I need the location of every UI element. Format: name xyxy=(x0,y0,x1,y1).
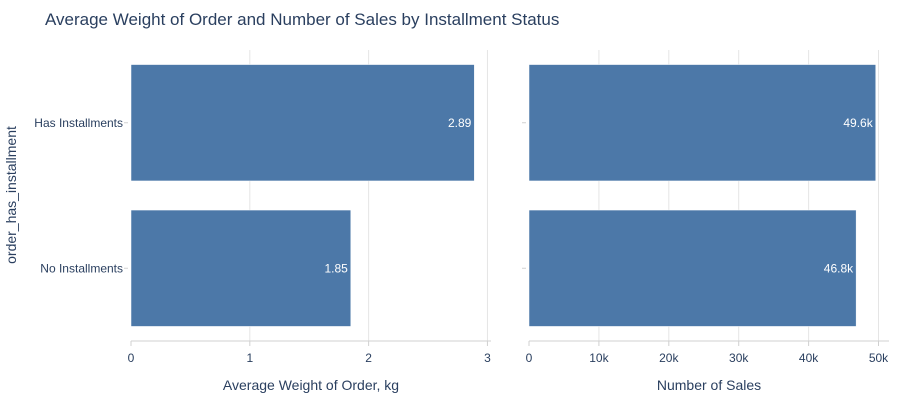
bar-1-1[interactable] xyxy=(528,209,857,327)
x-tick-label-0-3: 3 xyxy=(484,351,491,365)
y-axis-title: order_has_installment xyxy=(3,126,19,264)
x-tick-label-1-4: 40k xyxy=(799,351,819,365)
chart-title: Average Weight of Order and Number of Sa… xyxy=(45,10,559,29)
x-axis-title-0: Average Weight of Order, kg xyxy=(223,377,399,393)
data-label-1-0: 49.6k xyxy=(843,116,873,130)
x-tick-label-1-2: 20k xyxy=(659,351,679,365)
x-tick-label-0-0: 0 xyxy=(128,351,135,365)
x-tick-label-1-3: 30k xyxy=(729,351,749,365)
x-tick-label-1-0: 0 xyxy=(526,351,533,365)
x-tick-label-0-1: 1 xyxy=(246,351,253,365)
bar-1-0[interactable] xyxy=(528,64,876,182)
x-tick-label-1-5: 50k xyxy=(869,351,889,365)
x-axis-title-1: Number of Sales xyxy=(657,377,761,393)
data-label-0-1: 1.85 xyxy=(324,261,348,275)
bar-0-1[interactable] xyxy=(130,209,352,327)
y-tick-label-0: Has Installments xyxy=(34,116,123,130)
bar-0-0[interactable] xyxy=(130,64,475,182)
x-tick-label-0-2: 2 xyxy=(365,351,372,365)
x-tick-label-1-1: 10k xyxy=(589,351,609,365)
data-label-1-1: 46.8k xyxy=(824,261,854,275)
panels: 0 1 2 3 Average Weight of Order, kg 2.89 Has I… xyxy=(34,50,889,393)
y-tick-label-1: No Installments xyxy=(40,261,123,275)
data-label-0-0: 2.89 xyxy=(448,116,472,130)
